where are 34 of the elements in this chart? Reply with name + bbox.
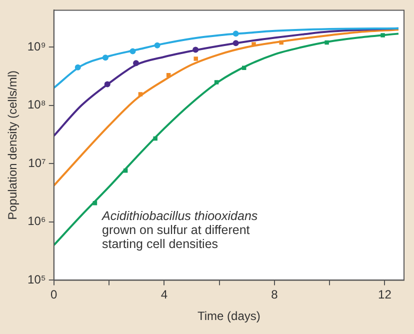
- point: [279, 40, 284, 45]
- x-axis-title: Time (days): [197, 309, 260, 324]
- y-tick-label: 10⁸: [27, 98, 46, 112]
- point: [232, 30, 239, 37]
- point: [324, 40, 329, 45]
- y-tick-label: 10⁶: [28, 214, 46, 228]
- point: [232, 40, 239, 46]
- x-tick-label: 12: [378, 288, 392, 302]
- x-tick-label: 4: [160, 288, 168, 302]
- point: [214, 80, 219, 84]
- annotation: Acidithiobacillus thiooxidans: [102, 209, 259, 223]
- line-series: [54, 27, 400, 89]
- point: [194, 56, 198, 61]
- point: [104, 81, 110, 88]
- y-tick-label: 10⁵: [28, 272, 46, 287]
- line-series: [54, 28, 400, 187]
- y-tick-label: 10⁷: [28, 156, 46, 170]
- x-tick-label: 0: [50, 288, 58, 302]
- point: [74, 64, 81, 70]
- point: [138, 92, 143, 96]
- x-tick-label: 8: [271, 288, 278, 302]
- point: [252, 42, 256, 46]
- point: [166, 73, 171, 78]
- point: [92, 201, 98, 206]
- y-tick-label: 10⁹: [27, 39, 46, 54]
- point: [130, 48, 136, 54]
- point: [380, 33, 385, 38]
- point: [192, 46, 199, 53]
- point: [133, 60, 140, 66]
- point: [102, 54, 108, 61]
- point: [153, 136, 158, 141]
- y-axis-title: Population density (cells/ml): [6, 70, 20, 220]
- point: [154, 42, 160, 48]
- annotation: grown on sulfur at different starting cell densities: [102, 223, 251, 251]
